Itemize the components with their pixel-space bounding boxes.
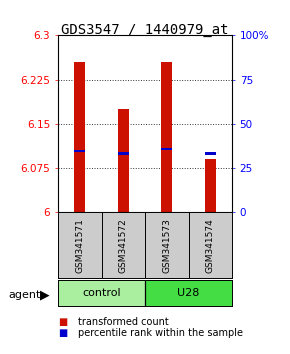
- Text: ■: ■: [58, 329, 67, 338]
- Bar: [161, 148, 172, 150]
- Bar: [58, 280, 145, 306]
- Text: GSM341571: GSM341571: [75, 218, 84, 273]
- Text: control: control: [82, 288, 121, 298]
- Bar: [118, 153, 129, 155]
- Bar: [118, 109, 129, 212]
- Bar: [74, 62, 85, 212]
- Bar: [145, 280, 232, 306]
- Text: transformed count: transformed count: [78, 317, 169, 327]
- Bar: [58, 212, 102, 278]
- Text: U28: U28: [177, 288, 200, 298]
- Bar: [205, 159, 216, 212]
- Bar: [74, 149, 85, 152]
- Text: agent: agent: [9, 290, 41, 299]
- Text: GSM341573: GSM341573: [162, 218, 171, 273]
- Bar: [205, 153, 216, 155]
- Bar: [102, 212, 145, 278]
- Bar: [188, 212, 232, 278]
- Text: GSM341574: GSM341574: [206, 218, 215, 273]
- Bar: [145, 212, 188, 278]
- Bar: [161, 62, 172, 212]
- Text: percentile rank within the sample: percentile rank within the sample: [78, 329, 243, 338]
- Text: GSM341572: GSM341572: [119, 218, 128, 273]
- Text: ▶: ▶: [40, 288, 50, 301]
- Text: ■: ■: [58, 317, 67, 327]
- Text: GDS3547 / 1440979_at: GDS3547 / 1440979_at: [61, 23, 229, 37]
